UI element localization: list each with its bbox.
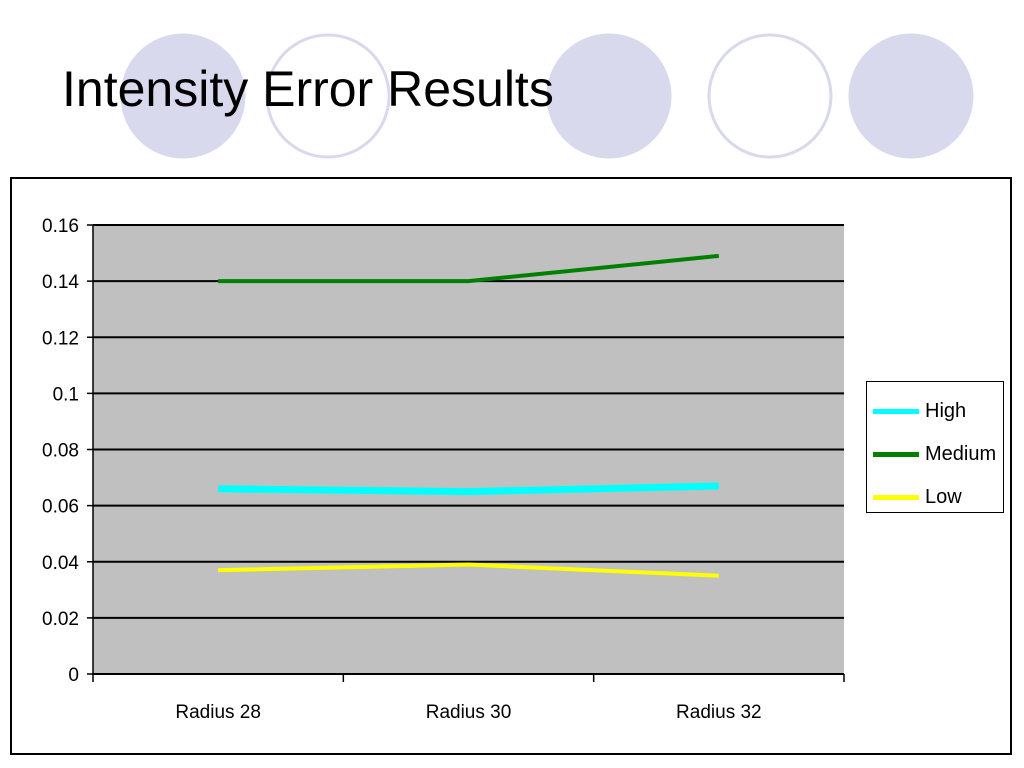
legend-item-low: Low xyxy=(873,476,1003,519)
x-tick-label: Radius 30 xyxy=(426,702,512,723)
slide-title: Intensity Error Results xyxy=(62,61,554,117)
series-line-high xyxy=(218,482,719,496)
y-tick-label: 0.02 xyxy=(42,609,79,630)
decorative-circle xyxy=(546,33,672,159)
legend-swatch-low xyxy=(873,495,919,500)
series-line-medium xyxy=(218,253,720,284)
y-tick-label: 0 xyxy=(68,665,79,686)
legend-item-high: High xyxy=(873,390,1003,433)
decorative-circle xyxy=(120,33,246,159)
legend-label-high: High xyxy=(925,400,967,422)
decorative-circle xyxy=(848,33,974,159)
x-tick-label: Radius 32 xyxy=(676,702,762,723)
y-tick-label: 0.1 xyxy=(53,384,79,405)
y-tick-label: 0.04 xyxy=(42,553,79,574)
y-tick-label: 0.12 xyxy=(42,328,79,349)
series-line-low xyxy=(218,562,719,578)
y-tick-label: 0.06 xyxy=(42,497,79,518)
decorative-circle xyxy=(707,33,833,159)
legend-swatch-medium xyxy=(873,452,919,457)
legend-label-medium: Medium xyxy=(925,443,997,465)
legend-label-low: Low xyxy=(925,486,962,508)
y-tick-label: 0.16 xyxy=(42,216,79,237)
y-tick-label: 0.14 xyxy=(42,272,79,293)
chart-legend: High Medium Low xyxy=(866,381,1004,513)
y-tick-label: 0.08 xyxy=(42,441,79,462)
legend-item-medium: Medium xyxy=(873,433,1003,476)
decorative-circle xyxy=(265,33,391,159)
x-tick-label: Radius 28 xyxy=(175,702,261,723)
decorative-circles xyxy=(120,33,974,159)
legend-swatch-high xyxy=(873,409,919,414)
